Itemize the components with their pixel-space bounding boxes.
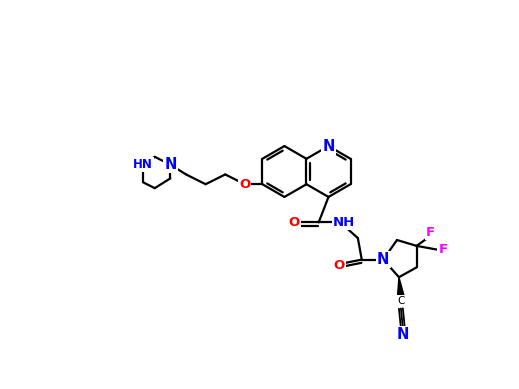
Text: NH: NH	[333, 216, 356, 229]
Text: N: N	[164, 157, 176, 172]
Text: O: O	[239, 178, 250, 191]
Text: N: N	[322, 138, 335, 154]
Text: F: F	[426, 226, 435, 239]
Text: N: N	[377, 252, 389, 267]
Text: N: N	[397, 328, 409, 342]
Polygon shape	[398, 277, 404, 297]
Text: O: O	[334, 259, 345, 272]
Text: O: O	[289, 216, 300, 229]
Text: C: C	[397, 296, 405, 306]
Text: F: F	[439, 243, 447, 256]
Text: HN: HN	[133, 158, 153, 171]
